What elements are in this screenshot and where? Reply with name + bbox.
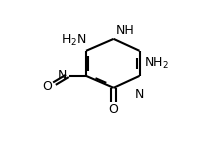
Text: NH$_2$: NH$_2$ — [144, 56, 168, 71]
Text: O: O — [109, 103, 119, 116]
Text: H$_2$N: H$_2$N — [61, 33, 87, 48]
Text: NH: NH — [116, 24, 135, 37]
Text: O: O — [42, 80, 52, 93]
Text: N: N — [58, 69, 68, 82]
Text: N: N — [135, 88, 144, 101]
